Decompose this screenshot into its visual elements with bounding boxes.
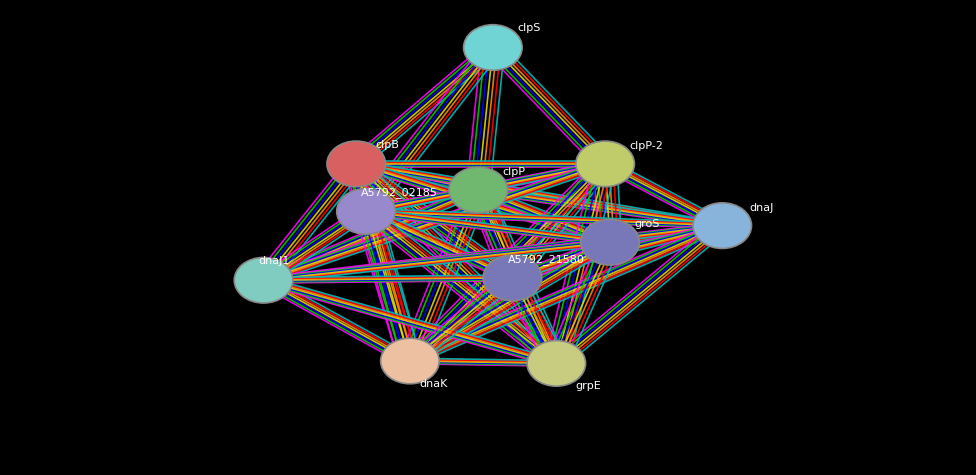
Ellipse shape — [381, 338, 439, 384]
Ellipse shape — [337, 189, 395, 234]
Text: dnaJ1: dnaJ1 — [259, 256, 290, 266]
Ellipse shape — [449, 167, 508, 213]
Ellipse shape — [327, 141, 386, 187]
Text: A5792_02185: A5792_02185 — [361, 187, 438, 198]
Ellipse shape — [234, 257, 293, 303]
Text: dnaK: dnaK — [420, 379, 448, 389]
Ellipse shape — [576, 141, 634, 187]
Ellipse shape — [464, 25, 522, 70]
Text: grpE: grpE — [576, 381, 601, 391]
Text: groS: groS — [634, 219, 660, 229]
Text: clpB: clpB — [376, 140, 399, 150]
Text: dnaJ: dnaJ — [750, 202, 774, 213]
Text: clpP-2: clpP-2 — [630, 141, 664, 151]
Ellipse shape — [483, 255, 542, 301]
Ellipse shape — [527, 341, 586, 386]
Ellipse shape — [581, 219, 639, 265]
Text: clpP: clpP — [503, 167, 526, 177]
Text: A5792_21580: A5792_21580 — [508, 255, 585, 265]
Text: clpS: clpS — [517, 22, 541, 33]
Ellipse shape — [693, 203, 752, 248]
